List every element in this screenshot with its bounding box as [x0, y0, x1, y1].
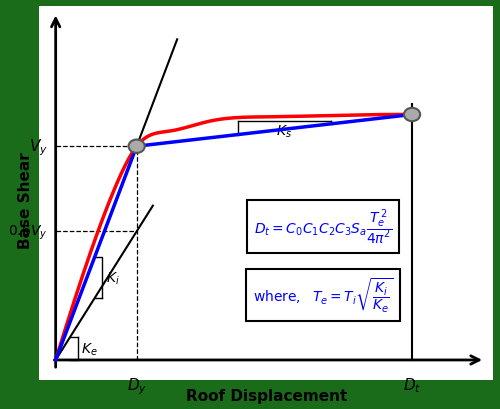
Text: $0.6V_y$: $0.6V_y$ [8, 222, 48, 241]
Text: $D_t$: $D_t$ [403, 375, 421, 394]
Text: $K_e$: $K_e$ [81, 340, 98, 357]
Circle shape [404, 108, 420, 122]
Text: $K_s$: $K_s$ [276, 124, 292, 140]
Text: $D_y$: $D_y$ [126, 375, 146, 396]
Text: $K_i$: $K_i$ [106, 270, 120, 286]
Text: Roof Displacement: Roof Displacement [186, 389, 347, 403]
Text: $V_y$: $V_y$ [28, 137, 48, 157]
Text: Base Shear: Base Shear [18, 152, 33, 248]
Text: $\mathrm{where,}\ \ T_e = T_i \sqrt{\dfrac{K_i}{K_e}}$: $\mathrm{where,}\ \ T_e = T_i \sqrt{\dfr… [253, 276, 393, 314]
Text: $D_t = C_0 C_1 C_2 C_3 S_a \dfrac{T_e^{\,2}}{4\pi^2}$: $D_t = C_0 C_1 C_2 C_3 S_a \dfrac{T_e^{\… [254, 207, 392, 247]
Circle shape [128, 140, 145, 153]
